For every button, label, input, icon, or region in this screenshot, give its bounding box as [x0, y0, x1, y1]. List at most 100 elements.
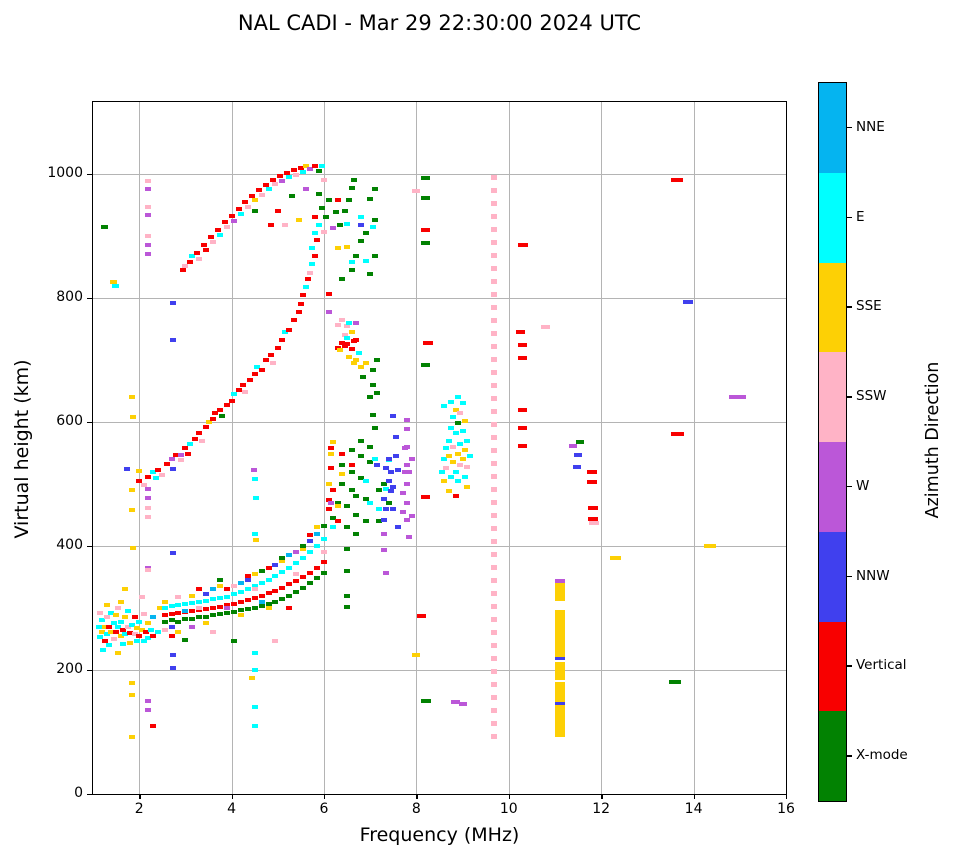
- data-point: [251, 596, 258, 601]
- data-point: [251, 667, 258, 672]
- data-point: [341, 333, 348, 338]
- data-point: [300, 292, 307, 297]
- data-point: [251, 209, 258, 214]
- data-point: [330, 226, 337, 231]
- data-point: [346, 354, 353, 359]
- data-point: [196, 605, 203, 610]
- data-point: [182, 263, 189, 268]
- y-tick-label: 1000: [47, 164, 83, 181]
- colorbar-tick: [847, 396, 852, 398]
- x-tick-mark: [693, 794, 695, 799]
- data-point: [348, 185, 355, 190]
- data-point: [353, 531, 360, 536]
- data-point: [217, 604, 224, 609]
- data-point: [267, 352, 274, 357]
- data-point: [237, 590, 244, 595]
- data-point: [367, 500, 374, 505]
- dashed-line-segment: [490, 447, 497, 453]
- dashed-line-segment: [490, 421, 497, 427]
- data-point: [235, 387, 242, 392]
- data-point: [371, 457, 378, 462]
- data-point: [286, 582, 293, 587]
- data-point: [300, 585, 307, 590]
- data-point: [362, 258, 369, 263]
- data-point: [212, 410, 219, 415]
- data-point: [541, 325, 551, 330]
- data-point: [251, 651, 258, 656]
- data-point: [344, 323, 351, 328]
- data-point: [145, 515, 152, 520]
- data-point: [210, 417, 217, 422]
- data-point: [223, 594, 230, 599]
- data-point: [412, 653, 421, 658]
- data-point: [325, 481, 332, 486]
- data-point: [106, 643, 113, 648]
- data-point: [173, 453, 180, 458]
- data-point: [371, 187, 378, 192]
- data-point: [223, 605, 230, 610]
- data-point: [302, 284, 309, 289]
- data-point: [412, 188, 421, 193]
- gridline-vertical: [324, 102, 325, 794]
- data-point: [101, 638, 108, 643]
- data-point: [376, 488, 383, 493]
- data-point: [223, 587, 230, 592]
- data-point: [371, 218, 378, 223]
- y-axis-label: Virtual height (km): [11, 359, 33, 539]
- data-point: [138, 594, 145, 599]
- data-point: [325, 498, 332, 503]
- data-point: [332, 210, 339, 215]
- data-point: [344, 593, 351, 598]
- colorbar-label-ssw: SSW: [856, 388, 887, 405]
- colorbar-label-w: W: [856, 477, 870, 494]
- data-point: [341, 209, 348, 214]
- data-point: [383, 506, 390, 511]
- data-point: [360, 375, 367, 380]
- y-tick-mark: [87, 297, 93, 300]
- data-point: [353, 320, 360, 325]
- data-point: [96, 610, 103, 615]
- dashed-line-segment: [490, 721, 497, 727]
- data-point: [143, 629, 150, 634]
- data-point: [161, 599, 168, 604]
- data-point: [374, 390, 381, 395]
- data-point: [293, 578, 300, 583]
- x-tick-mark: [231, 794, 233, 799]
- data-point: [277, 174, 284, 179]
- data-point: [385, 500, 392, 505]
- data-point: [130, 545, 137, 550]
- data-point: [203, 598, 210, 603]
- dashed-line-segment: [490, 695, 497, 701]
- data-point: [169, 338, 176, 343]
- data-point: [327, 452, 334, 457]
- data-point: [314, 525, 321, 530]
- data-point: [242, 390, 249, 395]
- gridline-vertical: [139, 102, 141, 794]
- data-point: [120, 641, 127, 646]
- gridline-horizontal: [93, 669, 786, 671]
- data-point: [518, 407, 528, 412]
- data-point: [249, 676, 256, 681]
- dashed-line-segment: [490, 708, 497, 714]
- data-point: [251, 477, 258, 481]
- data-point: [314, 238, 321, 243]
- data-point: [281, 330, 288, 335]
- data-point: [193, 251, 200, 256]
- dashed-line-segment: [490, 330, 497, 336]
- data-point: [279, 559, 286, 564]
- data-point: [196, 599, 203, 604]
- data-point: [441, 478, 448, 483]
- data-point: [441, 457, 448, 462]
- data-point: [258, 367, 265, 372]
- dashed-line-segment: [490, 187, 497, 193]
- data-point: [274, 209, 281, 214]
- data-point: [99, 618, 106, 623]
- data-point: [394, 525, 401, 530]
- data-point: [316, 191, 323, 196]
- data-point: [175, 602, 182, 607]
- data-point: [448, 474, 455, 479]
- data-bar: [555, 661, 566, 680]
- data-point: [272, 562, 279, 567]
- data-point: [265, 578, 272, 583]
- y-tick-mark: [87, 669, 93, 672]
